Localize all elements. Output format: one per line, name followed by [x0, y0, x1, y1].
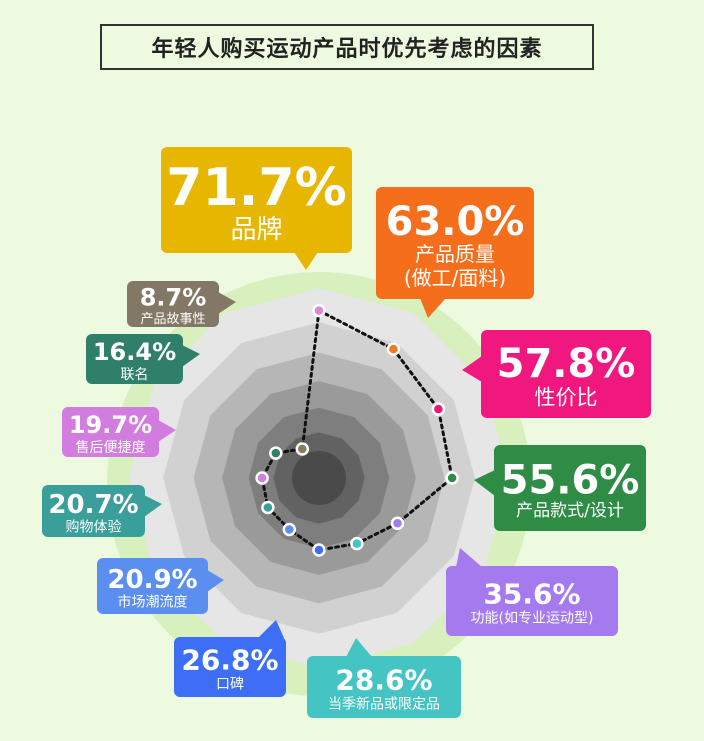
- callout-9: 20.7%购物体验: [42, 485, 162, 537]
- callout-box: [481, 330, 651, 418]
- callout-label: 品牌: [230, 215, 282, 245]
- callout-label: 市场潮流度: [118, 594, 188, 611]
- data-point: [390, 516, 405, 531]
- callout-pointer: [182, 345, 200, 367]
- callout-value: 55.6%: [501, 457, 640, 503]
- callout-value: 20.9%: [107, 565, 197, 595]
- callout-value: 35.6%: [483, 578, 580, 611]
- callout-label: 性价比: [535, 385, 598, 409]
- callout-2: 63.0%产品质量(做工/面料): [376, 187, 534, 318]
- callout-10: 19.7%售后便捷度: [62, 407, 176, 457]
- data-point: [312, 303, 326, 318]
- callout-pointer: [218, 292, 236, 314]
- callout-box: [161, 147, 352, 253]
- callout-box: [446, 566, 618, 636]
- radar-center: [292, 451, 346, 505]
- callout-pointer: [346, 638, 372, 657]
- chart-title: 年轻人购买运动产品时优先考虑的因素: [100, 24, 594, 70]
- callout-label: 口碑: [216, 676, 244, 692]
- callout-pointer: [207, 570, 224, 592]
- callout-value: 63.0%: [386, 199, 525, 245]
- callout-label: 产品故事性: [140, 312, 205, 327]
- callout-6: 28.6%当季新品或限定品: [307, 638, 461, 718]
- callout-label: 当季新品或限定品: [328, 696, 440, 712]
- callout-pointer: [158, 420, 176, 442]
- callout-box: [127, 281, 219, 327]
- data-point: [255, 471, 269, 485]
- callout-pointer: [258, 620, 284, 638]
- data-point: [261, 500, 275, 515]
- callout-pointer: [420, 298, 446, 318]
- callout-box: [86, 334, 183, 384]
- data-point: [312, 543, 326, 557]
- callout-label: 功能(如专业运动型): [471, 610, 594, 626]
- callout-box: [62, 407, 159, 457]
- callout-pointer: [462, 356, 482, 382]
- callout-box: [97, 558, 208, 614]
- callout-1: 71.7%品牌: [161, 147, 352, 270]
- callout-value: 28.6%: [335, 664, 432, 697]
- callout-value: 19.7%: [69, 411, 152, 439]
- callout-value: 16.4%: [93, 338, 176, 366]
- callout-3: 57.8%性价比: [462, 330, 651, 418]
- callout-11: 16.4%联名: [86, 334, 200, 384]
- callout-label: 购物体验: [66, 520, 122, 536]
- data-point: [431, 402, 446, 416]
- callout-box: [42, 485, 145, 537]
- callout-value: 57.8%: [497, 341, 636, 387]
- callout-5: 35.6%功能(如专业运动型): [446, 548, 618, 636]
- callout-pointer: [294, 252, 318, 270]
- callout-pointer: [474, 470, 495, 496]
- callout-value: 26.8%: [181, 644, 278, 677]
- callout-4: 55.6%产品款式/设计: [474, 445, 646, 531]
- callout-label: 售后便捷度: [76, 440, 146, 456]
- callout-pointer: [144, 495, 162, 517]
- data-point: [282, 522, 297, 537]
- callout-label: 产品质量: [415, 242, 495, 266]
- data-point: [445, 471, 459, 485]
- callout-12: 8.7%产品故事性: [127, 281, 236, 327]
- callout-box: [494, 445, 646, 531]
- callout-value: 20.7%: [48, 490, 138, 520]
- callout-pointer: [456, 548, 482, 567]
- callout-value: 8.7%: [140, 284, 207, 312]
- callout-8: 20.9%市场潮流度: [97, 558, 224, 614]
- callout-box: [174, 637, 286, 697]
- callout-label: 产品款式/设计: [516, 501, 624, 521]
- callout-7: 26.8%口碑: [174, 620, 286, 697]
- callout-box: [376, 187, 534, 299]
- callout-label: 联名: [121, 367, 149, 383]
- data-point: [350, 536, 364, 551]
- data-point: [386, 342, 401, 356]
- callout-box: [307, 656, 461, 718]
- data-point: [269, 446, 283, 460]
- data-point: [295, 442, 310, 456]
- callout-label-line2: (做工/面料): [404, 266, 506, 290]
- callout-value: 71.7%: [166, 158, 346, 218]
